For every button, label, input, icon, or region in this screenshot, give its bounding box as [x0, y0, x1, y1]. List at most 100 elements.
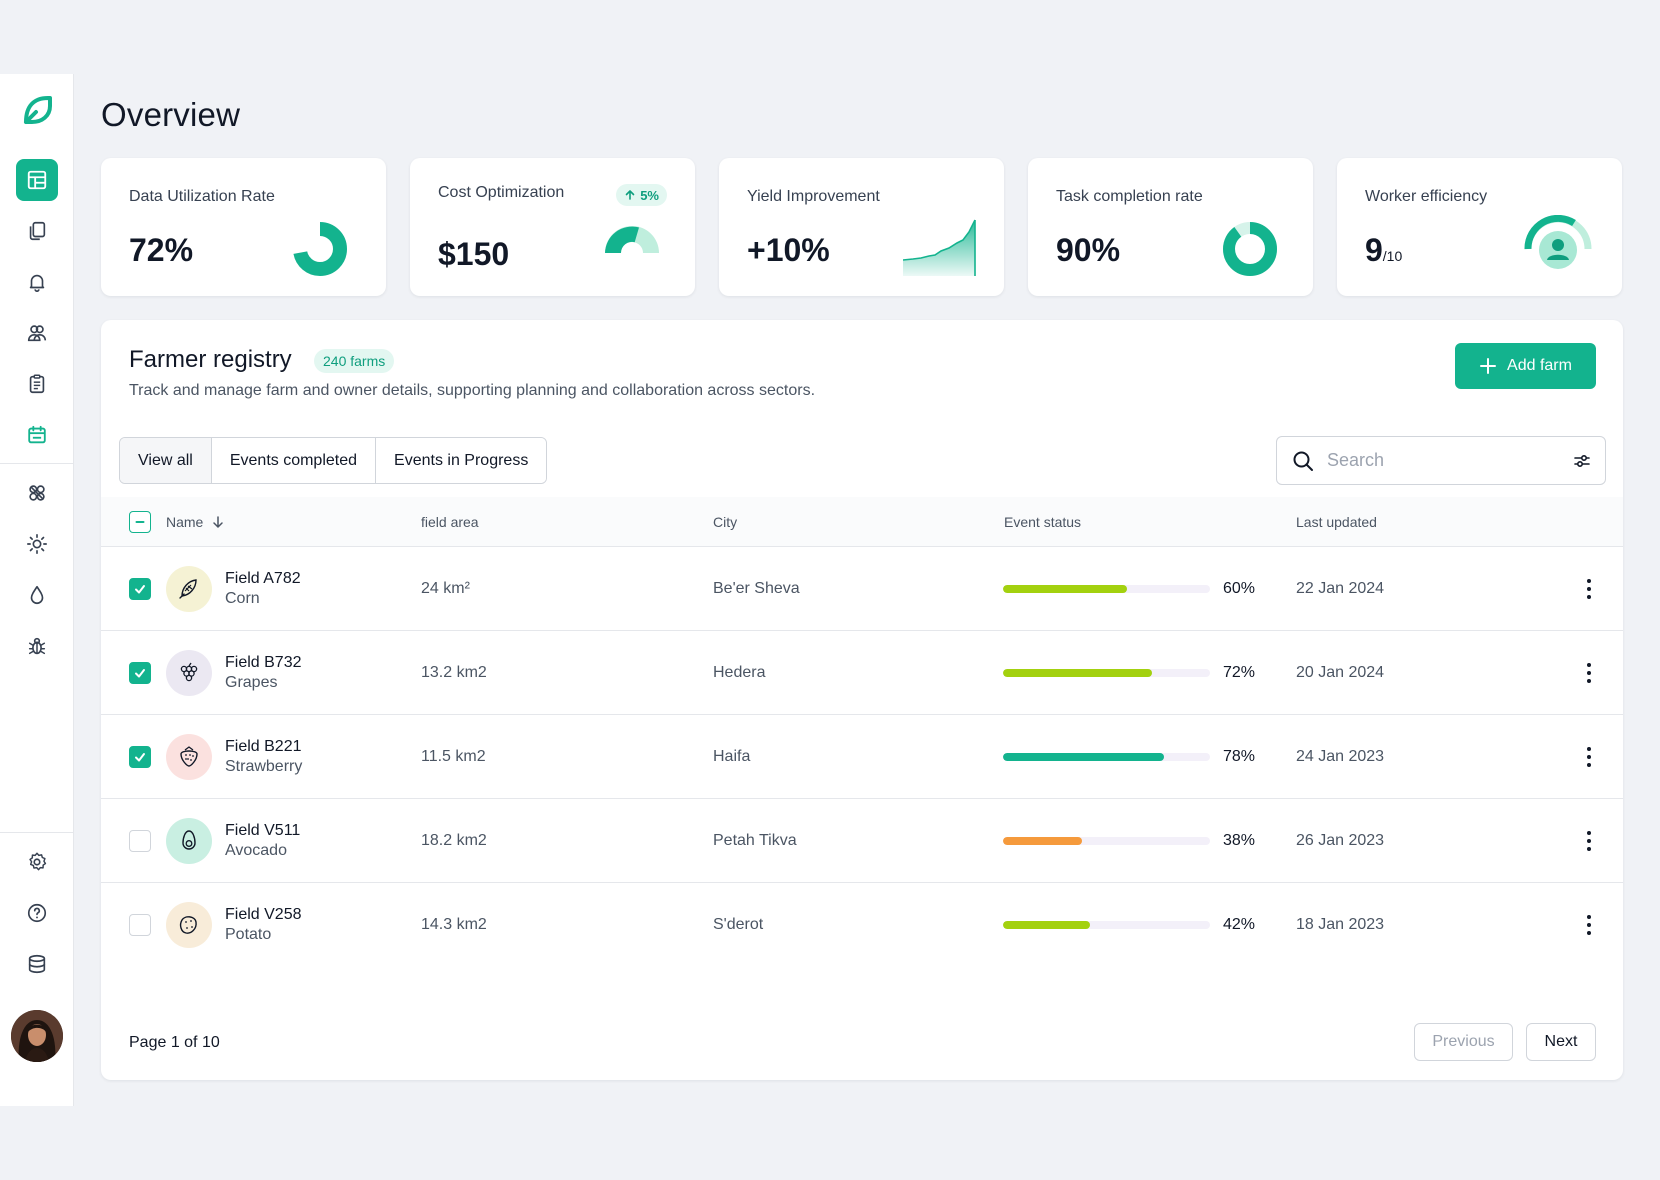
nav-pests[interactable] — [16, 625, 58, 667]
row-checkbox[interactable] — [129, 662, 151, 684]
kpi-value: 9/10 — [1365, 232, 1402, 269]
kpi-card-data-utilization[interactable]: Data Utilization Rate 72% — [101, 158, 386, 296]
kpi-label: Worker efficiency — [1365, 188, 1488, 205]
crop-name: Avocado — [225, 842, 287, 859]
check-icon — [135, 585, 145, 594]
crop-name: Grapes — [225, 674, 278, 691]
table-row[interactable]: Field B221 Strawberry 11.5 km2 Haifa 78%… — [101, 716, 1623, 799]
nav-tasks[interactable] — [16, 363, 58, 405]
field-name[interactable]: Field V258 — [225, 906, 302, 923]
city: S'derot — [713, 916, 764, 933]
column-header-last-updated[interactable]: Last updated — [1296, 514, 1377, 530]
row-actions-kebab-icon[interactable] — [1581, 829, 1597, 853]
last-updated: 20 Jan 2024 — [1296, 664, 1385, 681]
dashboard-icon — [27, 170, 47, 190]
column-header-city[interactable]: City — [713, 514, 738, 530]
nav-weather[interactable] — [16, 523, 58, 565]
nav-documents[interactable] — [16, 210, 58, 252]
ring-chart-icon — [1223, 222, 1277, 276]
column-header-event-status[interactable]: Event status — [1004, 514, 1082, 530]
filter-sliders-icon[interactable] — [1573, 452, 1591, 470]
sun-icon — [27, 534, 47, 554]
water-drop-icon — [30, 585, 44, 604]
nav-settings[interactable] — [16, 841, 58, 883]
kpi-card-yield-improvement[interactable]: Yield Improvement +10% — [719, 158, 1004, 296]
row-checkbox[interactable] — [129, 914, 151, 936]
crop-avatar — [166, 566, 212, 612]
row-checkbox[interactable] — [129, 578, 151, 600]
event-status-fill — [1003, 669, 1153, 677]
kpi-card-worker-efficiency[interactable]: Worker efficiency 9/10 — [1337, 158, 1622, 296]
plus-icon — [1480, 358, 1497, 374]
event-status-fill — [1003, 585, 1128, 593]
app-logo[interactable] — [20, 92, 54, 126]
table-row[interactable]: Field V258 Potato 14.3 km2 S'derot 42% 1… — [101, 884, 1623, 964]
row-checkbox[interactable] — [129, 746, 151, 768]
city: Haifa — [713, 748, 751, 765]
search-input[interactable] — [1327, 450, 1561, 471]
last-updated: 22 Jan 2024 — [1296, 580, 1385, 597]
field-area: 24 km² — [421, 580, 470, 597]
row-actions-kebab-icon[interactable] — [1581, 577, 1597, 601]
event-status-percent: 42% — [1223, 916, 1256, 933]
tab-events-in-progress[interactable]: Events in Progress — [376, 438, 547, 483]
crop-name: Corn — [225, 590, 260, 607]
table-row[interactable]: Field B732 Grapes 13.2 km2 Hedera 72% 20… — [101, 632, 1623, 715]
field-name[interactable]: Field V511 — [225, 822, 301, 839]
help-icon — [27, 903, 47, 923]
nav-crops[interactable] — [16, 472, 58, 514]
tab-events-completed[interactable]: Events completed — [211, 438, 377, 483]
kpi-value-main: 9 — [1365, 232, 1383, 268]
column-header-name[interactable]: Name — [166, 514, 225, 530]
nav-irrigation[interactable] — [16, 574, 58, 616]
row-actions-kebab-icon[interactable] — [1581, 661, 1597, 685]
clover-icon — [29, 485, 45, 501]
minus-icon — [135, 521, 145, 523]
kpi-card-task-completion[interactable]: Task completion rate 90% — [1028, 158, 1313, 296]
table-row[interactable]: Field A782 Corn 24 km² Be'er Sheva 60% 2… — [101, 548, 1623, 631]
field-name[interactable]: Field A782 — [225, 570, 301, 587]
registry-title: Farmer registry — [129, 346, 292, 373]
users-icon — [27, 325, 47, 342]
kpi-card-cost-optimization[interactable]: Cost Optimization 5% $150 — [410, 158, 695, 296]
tab-view-all[interactable]: View all — [120, 438, 212, 483]
kpi-value: +10% — [747, 232, 830, 268]
registry-description: Track and manage farm and owner details,… — [129, 382, 816, 399]
trend-badge: 5% — [616, 184, 667, 206]
leaf-logo-icon — [24, 96, 52, 124]
area-chart-icon — [903, 219, 976, 276]
page-title: Overview — [101, 96, 241, 133]
table-row[interactable]: Field V511 Avocado 18.2 km2 Petah Tikva … — [101, 800, 1623, 883]
calendar-icon — [28, 425, 46, 444]
nav-notifications[interactable] — [16, 261, 58, 303]
last-updated: 24 Jan 2023 — [1296, 748, 1385, 765]
kpi-label: Task completion rate — [1056, 188, 1203, 205]
field-name[interactable]: Field B732 — [225, 654, 302, 671]
crop-avatar — [166, 650, 212, 696]
nav-users[interactable] — [16, 312, 58, 354]
trend-badge-value: 5% — [640, 187, 659, 203]
nav-calendar[interactable] — [16, 414, 58, 456]
column-header-field-area[interactable]: field area — [421, 514, 479, 530]
field-name[interactable]: Field B221 — [225, 738, 302, 755]
kpi-value: 90% — [1056, 232, 1121, 268]
row-checkbox[interactable] — [129, 830, 151, 852]
add-farm-button[interactable]: Add farm — [1455, 343, 1596, 389]
nav-help[interactable] — [16, 892, 58, 934]
kpi-value: 72% — [129, 232, 194, 268]
user-avatar[interactable] — [11, 1010, 63, 1062]
row-actions-kebab-icon[interactable] — [1581, 913, 1597, 937]
field-area: 14.3 km2 — [421, 916, 487, 933]
nav-database[interactable] — [16, 943, 58, 985]
select-all-checkbox[interactable] — [129, 511, 151, 533]
event-status-fill — [1003, 753, 1165, 761]
row-actions-kebab-icon[interactable] — [1581, 745, 1597, 769]
column-name-label: Name — [166, 514, 204, 530]
crop-name: Strawberry — [225, 758, 303, 775]
next-page-button[interactable]: Next — [1526, 1023, 1596, 1061]
previous-page-button[interactable]: Previous — [1414, 1023, 1513, 1061]
event-status-bar — [1003, 753, 1210, 761]
search-box[interactable] — [1276, 436, 1606, 485]
nav-dashboard[interactable] — [16, 159, 58, 201]
donut-fill — [293, 222, 347, 276]
